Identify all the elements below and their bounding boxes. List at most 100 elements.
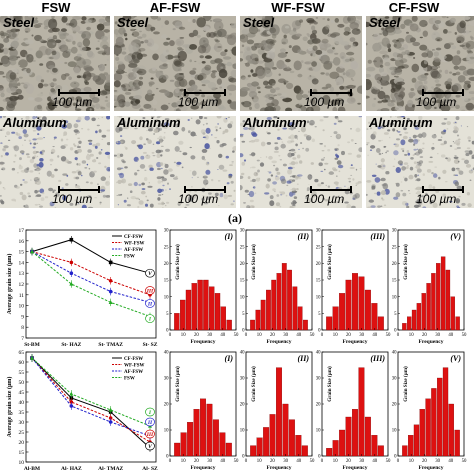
scale-bar <box>184 92 226 94</box>
y-tick-label: 60 <box>19 360 25 366</box>
y-tick-label: 20 <box>240 403 245 408</box>
histogram-bar <box>326 316 333 331</box>
scale-bar-tick <box>310 186 312 193</box>
end-label: I <box>148 410 152 416</box>
x-tick-label: 50 <box>386 459 391 464</box>
histogram-bar <box>256 437 263 457</box>
histogram-bar <box>255 309 261 331</box>
histogram-aluminum-ii: 0 10 20 30 40 50 0 10 20 30 40 Frequency Grain Size … <box>240 351 315 471</box>
histogram-bar <box>402 323 407 331</box>
histogram-bar <box>437 377 443 457</box>
y-tick-label: 40 <box>164 351 169 356</box>
x-tick-label: 20 <box>422 333 427 338</box>
y-tick-label: 30 <box>392 377 397 382</box>
x-tick-label: 0 <box>397 459 400 464</box>
scale-bar-tick <box>58 186 60 193</box>
histogram-bar <box>212 419 219 457</box>
series-line-cf-fsw <box>31 239 151 274</box>
y-tick-label: 30 <box>240 229 245 234</box>
histogram-bar <box>413 424 420 457</box>
row-label-steel: Steel <box>117 16 149 30</box>
panel-number: (II) <box>297 232 309 241</box>
y-tick-label: 20 <box>164 262 169 267</box>
y-tick-label: 7 <box>21 336 24 342</box>
data-point <box>69 260 74 265</box>
y-tick-label: 0 <box>242 455 245 460</box>
histogram-bar <box>407 316 412 331</box>
scale-bar-tick <box>224 89 226 96</box>
histogram-bar <box>431 273 436 331</box>
histogram-bar <box>193 409 200 457</box>
x-tick-label: Al- HAZ <box>61 466 82 472</box>
scale-bar-label: 100 µm <box>416 192 457 206</box>
histogram-bar <box>442 367 449 457</box>
x-tick-label: 20 <box>270 459 275 464</box>
y-tick-label: 40 <box>240 351 245 356</box>
row-label-aluminum: Aluminum <box>369 116 433 130</box>
histogram-bar <box>339 429 346 457</box>
row-label-steel: Steel <box>3 16 35 30</box>
histogram-bar <box>220 306 226 331</box>
y-tick-label: 15 <box>316 279 321 284</box>
histogram-bar <box>416 303 422 331</box>
histogram-aluminum-i: 0 10 20 30 40 50 0 10 20 30 40 Frequency Grain Size … <box>164 351 239 471</box>
y-tick-label: 0 <box>166 329 169 334</box>
histogram-bar <box>197 279 203 331</box>
x-axis-label: Frequency <box>267 465 292 471</box>
legend-entry: CF-FSW <box>124 235 143 240</box>
y-axis-label: Grain Size (µm) <box>250 244 257 280</box>
x-tick-label: 40 <box>372 459 377 464</box>
histogram-bar <box>250 445 257 457</box>
column-title-cf-fsw: CF-FSW <box>388 0 440 15</box>
panel-number: (V) <box>450 232 461 241</box>
data-point <box>108 416 113 420</box>
y-axis-label: Grain Size (µm) <box>250 366 257 402</box>
x-tick-label: 10 <box>333 459 338 464</box>
y-tick-label: 10 <box>240 429 245 434</box>
histogram-bar <box>303 319 308 331</box>
end-label-circle <box>145 299 155 308</box>
x-tick-label: St- SZ <box>143 342 158 348</box>
histogram-bar <box>225 442 232 457</box>
x-tick-label: 30 <box>435 459 440 464</box>
y-tick-label: 15 <box>19 250 25 256</box>
y-tick-label: 10 <box>164 429 169 434</box>
row-label-steel: Steel <box>243 16 275 30</box>
histogram-bar <box>339 293 346 331</box>
y-tick-label: 30 <box>164 229 169 234</box>
y-tick-label: 10 <box>316 295 321 300</box>
row-label-aluminum: Aluminum <box>243 116 307 130</box>
panel-label-a: (a) <box>228 211 242 225</box>
histogram-bar <box>174 313 180 331</box>
micrograph-steel-2: Steel 100 µm <box>114 16 236 111</box>
x-tick-label: 30 <box>207 459 212 464</box>
legend-entry: CF-FSW <box>124 357 143 362</box>
data-point <box>69 396 74 400</box>
data-point <box>69 400 74 404</box>
y-tick-label: 25 <box>240 245 245 250</box>
y-tick-label: 65 <box>19 350 25 356</box>
line-chart-1: 7 8 9 10 11 12 13 14 15 16 17 St-BM St- HAZ St- TMAZ S… <box>6 228 158 348</box>
legend-entry: AF-FSW <box>124 248 143 253</box>
scale-bar-label: 100 µm <box>52 192 93 206</box>
legend-entry: WF-FSW <box>124 364 145 369</box>
histogram-bar <box>301 445 308 457</box>
x-tick-label: 20 <box>194 459 199 464</box>
y-tick-label: 30 <box>316 377 321 382</box>
y-tick-label: 15 <box>164 279 169 284</box>
histogram-bar <box>219 432 226 457</box>
data-point <box>69 391 74 396</box>
histogram-bar <box>419 409 425 457</box>
x-tick-label: 40 <box>448 333 453 338</box>
histogram-bar <box>408 435 414 457</box>
panel-number: (V) <box>450 354 461 363</box>
x-axis-label: Frequency <box>191 465 216 471</box>
x-tick-label: 40 <box>296 459 301 464</box>
y-tick-label: 5 <box>318 312 321 317</box>
histogram-bar <box>455 316 460 331</box>
x-tick-label: 10 <box>257 333 262 338</box>
y-tick-label: 0 <box>394 329 397 334</box>
x-tick-label: 50 <box>310 459 315 464</box>
histogram-bar <box>377 445 384 457</box>
y-tick-label: 45 <box>19 390 25 396</box>
